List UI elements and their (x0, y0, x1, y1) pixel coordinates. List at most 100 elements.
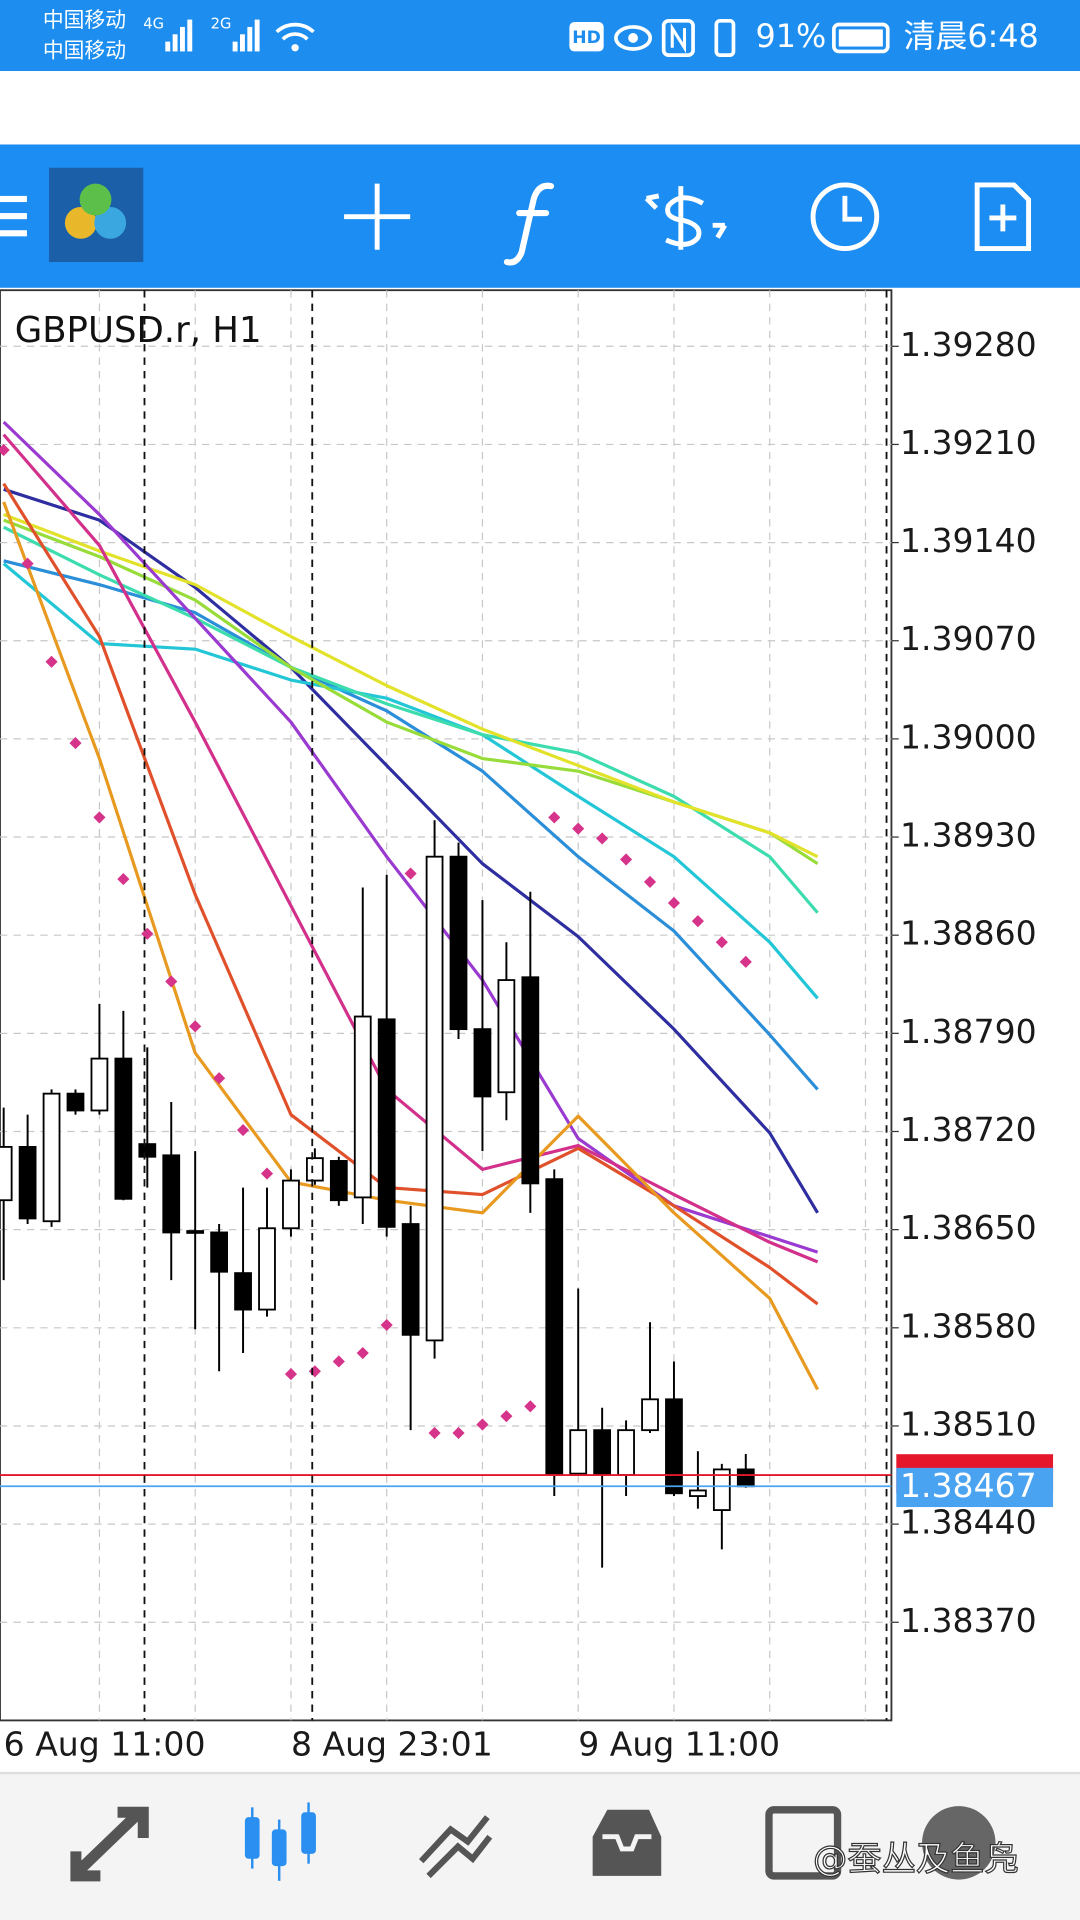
sar-dot (572, 822, 585, 835)
watermark: @蚕丛及鱼凫 (813, 1840, 1019, 1880)
candle-body (353, 1015, 372, 1199)
y-tick-label: 1.38650 (900, 1208, 1037, 1247)
trade-tab[interactable] (418, 1815, 493, 1879)
y-tick-label: 1.38790 (900, 1012, 1037, 1051)
candle-body (425, 855, 444, 1342)
news-tab[interactable] (765, 1806, 842, 1880)
battery-level: 91% (756, 17, 827, 55)
sar-dot (452, 1426, 465, 1440)
app-icon (64, 206, 97, 239)
candle-body (0, 1146, 13, 1202)
nfc-icon (670, 22, 687, 54)
candle-body (90, 1057, 109, 1112)
candle-body (377, 1018, 396, 1228)
moving-average (2, 562, 819, 1000)
candle-body (42, 1092, 61, 1223)
period-separator (143, 290, 888, 1721)
menu-button[interactable] (0, 195, 27, 237)
candle-body (234, 1272, 252, 1311)
sar-dot (643, 875, 657, 888)
sar-dot (284, 1368, 297, 1381)
y-tick-label: 1.39280 (900, 325, 1037, 364)
x-tick-label: 6 Aug 11:00 (4, 1725, 206, 1764)
sar-dot (45, 655, 58, 668)
candle-body (641, 1398, 659, 1432)
history-tab[interactable] (592, 1809, 662, 1876)
y-tick-label: 1.38720 (900, 1110, 1037, 1149)
y-tick-label: 1.39140 (900, 521, 1037, 560)
hd-badge (569, 22, 604, 52)
candle-body (665, 1398, 683, 1495)
timeframe-button (842, 195, 863, 222)
y-tick-label: 1.38510 (900, 1404, 1037, 1443)
candle-body (497, 979, 516, 1094)
candle-body (138, 1143, 157, 1158)
candle-body (401, 1223, 420, 1336)
timeframe-button[interactable] (810, 182, 880, 252)
plot-area (0, 289, 893, 1722)
candle-body (186, 1230, 205, 1234)
x-tick-label: 9 Aug 11:00 (578, 1725, 780, 1764)
candle-body (473, 1028, 492, 1098)
quotes-tab[interactable] (70, 1806, 149, 1882)
app-icon (94, 206, 127, 239)
sar-dot (596, 832, 609, 845)
bottom-nav (0, 1773, 1080, 1920)
battery-icon (832, 22, 890, 54)
candle-body (329, 1160, 348, 1202)
candle-body (712, 1468, 731, 1512)
y-tick-label: 1.39070 (900, 619, 1037, 658)
network-type: 4G (143, 15, 164, 32)
vibrate-icon (714, 18, 736, 57)
sar-dot (117, 873, 130, 886)
carrier: 中国移动 (43, 38, 126, 62)
carrier: 中国移动 (43, 8, 126, 32)
candle-body (282, 1179, 300, 1230)
signal-icons (165, 19, 260, 52)
moving-average (3, 487, 819, 1214)
moving-average (2, 525, 819, 914)
y-tick-label: 1.38930 (900, 816, 1037, 855)
crosshair-button[interactable] (344, 183, 411, 250)
sar-dot (332, 1355, 345, 1368)
candle-body (305, 1157, 324, 1182)
y-tick-label: 1.38580 (900, 1306, 1037, 1345)
sar-dot (356, 1346, 369, 1360)
wifi-icon (291, 44, 299, 52)
bid-price-tag (896, 1467, 1054, 1508)
candle-body (736, 1468, 755, 1488)
candle-body (66, 1092, 85, 1112)
eye-icon (628, 33, 638, 43)
chat-tab[interactable] (922, 1806, 996, 1880)
sar-dot (620, 853, 633, 866)
eye-icon (614, 25, 653, 51)
new-order-button[interactable] (974, 182, 1032, 252)
candle-body (521, 976, 540, 1185)
network-type: 2G (211, 15, 232, 32)
candle-body (162, 1154, 181, 1234)
plot (0, 420, 892, 1568)
sar-dot (404, 867, 417, 880)
indicators-button[interactable] (503, 182, 555, 266)
y-tick-label: 1.38440 (900, 1503, 1037, 1542)
battery-icon (838, 29, 883, 47)
candle-body (449, 855, 468, 1031)
sar-dot (524, 1400, 537, 1413)
history-tab (602, 1834, 652, 1852)
sar-dot (500, 1410, 513, 1423)
chart-tab[interactable] (244, 1802, 316, 1881)
y-tick-label: 1.39000 (900, 717, 1037, 756)
sar-dot (476, 1418, 489, 1431)
candle-body (569, 1429, 588, 1475)
bid-price-label: 1.38467 (900, 1466, 1037, 1505)
y-tick-label: 1.39210 (900, 423, 1037, 462)
sar-dot (428, 1426, 441, 1440)
nfc-icon (661, 18, 695, 57)
chart-title: GBPUSD.r, H1 (15, 310, 262, 351)
sar-dot (715, 936, 728, 949)
wifi-icon (275, 22, 315, 41)
hd-text: HD (572, 28, 601, 48)
trade-button[interactable] (644, 186, 727, 250)
